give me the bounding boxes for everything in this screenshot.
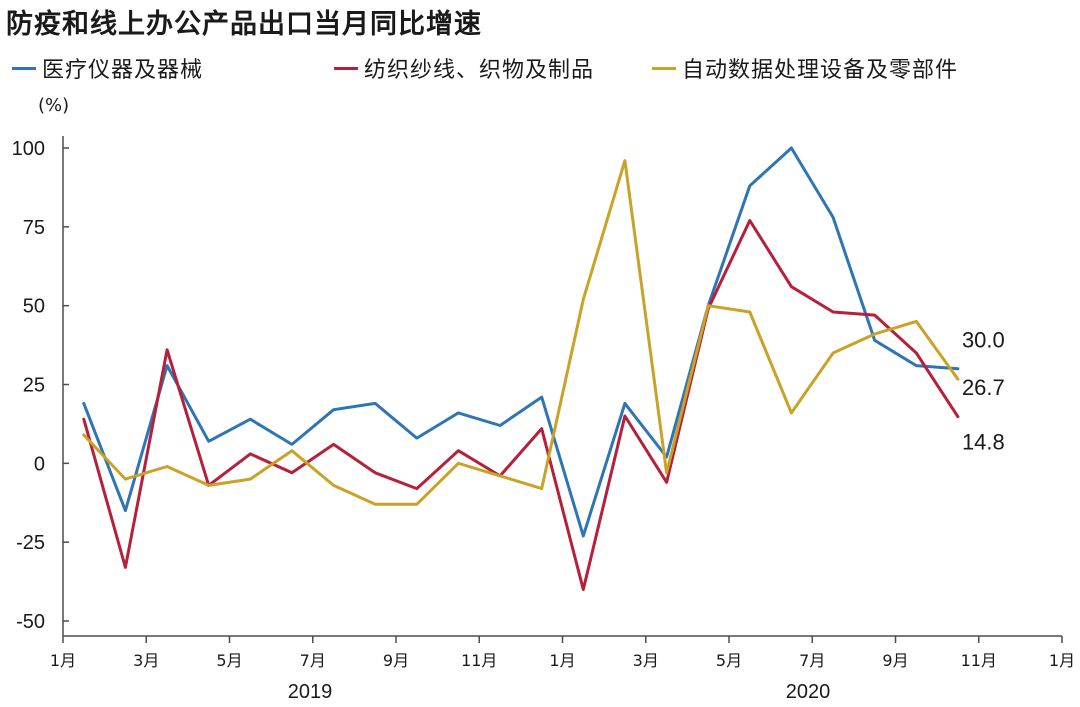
y-tick-label: -25 bbox=[16, 532, 45, 554]
x-year-label: 2019 bbox=[288, 681, 333, 703]
y-tick-label: 75 bbox=[23, 217, 45, 239]
y-tick-label: -50 bbox=[16, 611, 45, 633]
x-tick-label: 5月 bbox=[216, 651, 242, 670]
legend-label-computer: 自动数据处理设备及零部件 bbox=[682, 58, 959, 83]
x-tick-label: 9月 bbox=[882, 651, 908, 670]
legend-swatch-computer bbox=[652, 66, 676, 70]
y-tick-label: 50 bbox=[23, 296, 45, 318]
legend-item-textile: 纺织纱线、织物及制品 bbox=[334, 52, 594, 84]
legend: 医疗仪器及器械 纺织纱线、织物及制品 自动数据处理设备及零部件 bbox=[12, 52, 1072, 84]
x-tick-label: 1月 bbox=[50, 651, 76, 670]
series-line-3 bbox=[82, 159, 960, 506]
legend-swatch-medical bbox=[12, 66, 36, 70]
y-tick-label: 100 bbox=[12, 138, 45, 160]
y-tick-label: 25 bbox=[23, 375, 45, 397]
legend-item-medical: 医疗仪器及器械 bbox=[12, 52, 203, 84]
legend-label-medical: 医疗仪器及器械 bbox=[42, 58, 204, 83]
x-tick-label: 1月 bbox=[1049, 651, 1075, 670]
x-tick-label: 3月 bbox=[633, 651, 659, 670]
chart-title: 防疫和线上办公产品出口当月同比增速 bbox=[6, 9, 482, 40]
x-tick-label: 3月 bbox=[133, 651, 159, 670]
x-tick-label: 1月 bbox=[549, 651, 575, 670]
x-tick-label: 9月 bbox=[383, 651, 409, 670]
legend-label-textile: 纺织纱线、织物及制品 bbox=[364, 58, 595, 83]
y-tick-label: 0 bbox=[34, 453, 45, 475]
series-line-2 bbox=[82, 219, 960, 591]
x-tick-label: 11月 bbox=[961, 651, 997, 670]
end-value-label: 30.0 bbox=[962, 328, 1005, 353]
end-value-label: 14.8 bbox=[962, 430, 1005, 455]
x-tick-label: 11月 bbox=[461, 651, 497, 670]
x-tick-label: 5月 bbox=[716, 651, 742, 670]
x-tick-label: 7月 bbox=[799, 651, 825, 670]
legend-swatch-textile bbox=[334, 66, 358, 70]
series-line-1 bbox=[82, 146, 960, 538]
y-axis-unit: (%) bbox=[38, 95, 70, 116]
x-tick-label: 7月 bbox=[300, 651, 326, 670]
x-year-label: 2020 bbox=[786, 681, 831, 703]
legend-item-computer: 自动数据处理设备及零部件 bbox=[652, 52, 958, 84]
end-value-label: 26.7 bbox=[962, 375, 1005, 400]
